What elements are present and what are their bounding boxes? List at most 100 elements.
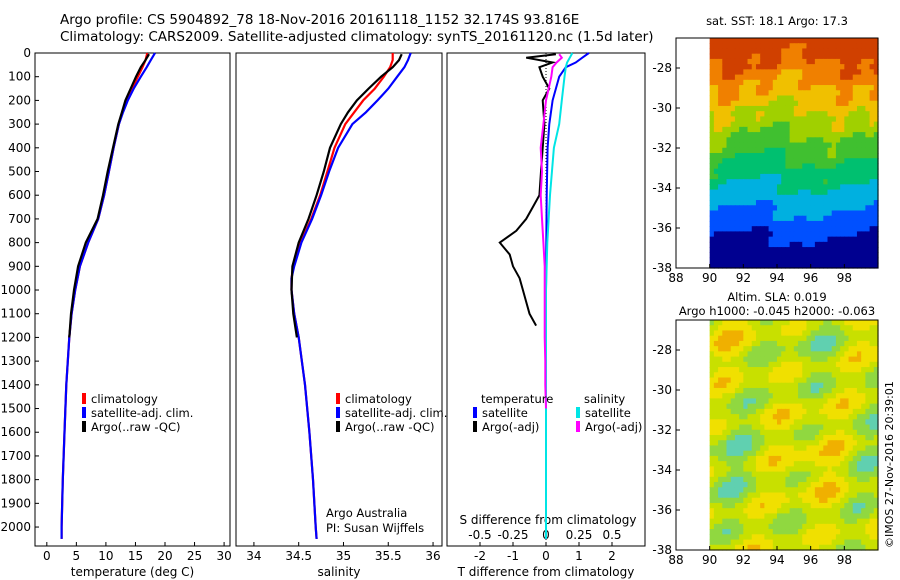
sst-map-cell [835, 153, 841, 159]
sst-map-cell [755, 43, 761, 50]
sla-map-cell [861, 367, 866, 373]
sst-map-cell [726, 53, 732, 60]
y-tick-label: 1300 [0, 354, 31, 368]
sst-map-cell [743, 137, 749, 144]
sla-map-cell [734, 387, 740, 394]
sst-map-cell [781, 116, 787, 123]
sla-map-cell [789, 387, 795, 394]
sst-map-cell [869, 257, 875, 264]
sst-map-cell [781, 142, 787, 149]
sst-map-cell [726, 116, 732, 123]
sla-map-cell [730, 398, 736, 405]
sst-map-cell [819, 153, 824, 159]
sst-map-cell [806, 189, 812, 196]
sst-map-cell [819, 100, 824, 107]
sst-map-cell [848, 38, 854, 44]
sst-map-cell [726, 220, 732, 227]
sst-map-cell [806, 163, 812, 170]
sla-map-cell [755, 466, 761, 473]
sst-map-cell [823, 168, 829, 175]
sla-map-cell [709, 330, 715, 337]
sla-map-cell [823, 534, 829, 541]
sst-map-cell [840, 200, 845, 206]
sst-map-cell [777, 53, 782, 60]
sst-map-cell [869, 69, 875, 76]
sst-map-cell [814, 220, 820, 227]
sst-map-cell [713, 194, 719, 201]
sla-map-cell [798, 476, 803, 483]
sla-map-cell [722, 325, 728, 332]
sla-map-cell [814, 529, 820, 535]
sla-map-cell [764, 539, 770, 546]
sst-map-cell [823, 90, 829, 97]
sla-map-cell [861, 408, 866, 415]
sst-map-cell [814, 262, 820, 269]
sla-map-cell [840, 544, 845, 551]
sst-map-cell [810, 126, 816, 133]
sla-map-cell [810, 403, 816, 410]
sst-map-cell [827, 215, 833, 222]
sla-map-cell [726, 476, 732, 483]
sst-map-cell [734, 231, 740, 238]
sst-map-cell [869, 121, 875, 128]
sst-map-cell [852, 205, 858, 212]
sst-map-cell [768, 215, 774, 222]
sla-map-cell [768, 455, 774, 462]
sst-map-cell [869, 137, 875, 144]
sst-map-cell [718, 126, 723, 133]
sla-map-cell [789, 534, 795, 541]
sst-map-cell [840, 236, 845, 243]
sla-map-cell [861, 487, 866, 494]
sla-map-cell [810, 387, 816, 394]
sla-map-cell [734, 429, 740, 436]
sst-map-cell [785, 90, 791, 97]
sst-map-cell [827, 116, 833, 123]
sla-map-cell [709, 351, 715, 358]
sla-map-cell [856, 471, 862, 478]
sla-map-cell [747, 408, 753, 415]
sla-map-cell [835, 320, 841, 326]
sla-map-cell [840, 393, 845, 400]
sla-map-cell [709, 445, 715, 452]
sla-map-cell [844, 539, 850, 546]
sla-map-cell [848, 335, 854, 342]
sla-map-cell [814, 408, 820, 415]
sla-map-cell [798, 529, 803, 535]
map-y-tick-label: -32 [652, 423, 672, 437]
sla-map-cell [785, 367, 791, 373]
sla-map-cell [798, 356, 803, 363]
sla-map-subtitle: Argo h1000: -0.045 h2000: -0.063 [679, 304, 875, 318]
sla-map-cell [781, 387, 787, 394]
sst-map-cell [869, 247, 875, 253]
sst-map-cell [802, 69, 808, 76]
sla-map-cell [798, 450, 803, 457]
sla-map-cell [831, 330, 837, 337]
sla-map-cell [734, 408, 740, 415]
sla-map-cell [772, 529, 778, 535]
sla-map-cell [861, 482, 866, 488]
sst-map-cell [781, 179, 787, 185]
sst-map-cell [760, 116, 765, 123]
climatology-title: Climatology: CARS2009. Satellite-adjuste… [60, 29, 654, 45]
x-tick-label: -1 [507, 549, 519, 563]
sst-map-cell [709, 121, 715, 128]
sla-map-cell [873, 471, 879, 478]
sla-map-cell [848, 320, 854, 326]
sst-map-cell [819, 105, 824, 112]
sst-map-cell [722, 194, 728, 201]
sst-map-cell [747, 168, 753, 175]
sla-map-cell [802, 320, 808, 326]
sst-map-cell [777, 69, 782, 76]
sla-map-cell [873, 445, 879, 452]
sst-map-cell [852, 105, 858, 112]
sla-map-cell [730, 361, 736, 368]
sst-map-cell [722, 69, 728, 76]
sst-map-cell [751, 210, 757, 217]
sla-map-cell [831, 508, 837, 515]
sst-map-cell [709, 179, 715, 185]
sst-map-cell [777, 153, 782, 159]
sst-map-cell [764, 105, 770, 112]
sla-map-cell [865, 455, 871, 462]
sst-map-cell [743, 64, 749, 70]
sst-map-cell [840, 85, 845, 91]
